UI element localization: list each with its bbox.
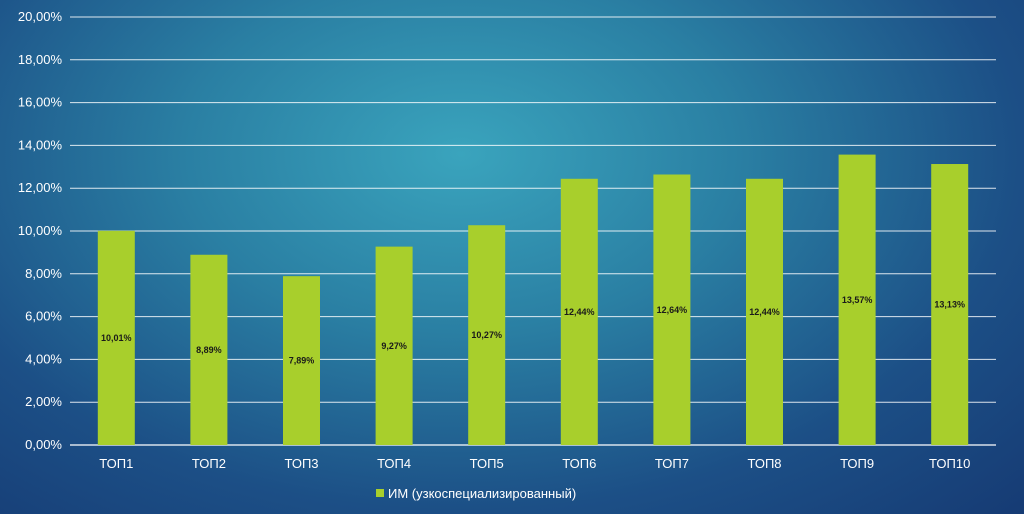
data-label: 13,57% [842,295,873,305]
data-label: 12,64% [657,305,688,315]
bar [746,178,783,445]
bar [190,254,228,445]
legend-swatch [376,489,384,497]
legend: ИМ (узкоспециализированный) [376,486,576,501]
data-label: 10,01% [101,333,132,343]
bars: 10,01% 8,89% 7,89% 9,27% 10,27% 12,44% 12,64% 1… [97,154,969,446]
x-category-label: ТОП1 [99,456,133,471]
x-category-label: ТОП9 [840,456,874,471]
bar [931,164,969,445]
y-tick-label: 10,00% [18,223,63,238]
y-tick-label: 8,00% [25,266,62,281]
bar [97,230,135,445]
x-category-label: ТОП5 [470,456,504,471]
data-label: 12,44% [749,307,780,317]
data-label: 12,44% [564,307,595,317]
y-tick-label: 18,00% [18,52,63,67]
x-category-label: ТОП6 [562,456,596,471]
x-category-label: ТОП10 [929,456,970,471]
y-tick-label: 16,00% [18,95,63,110]
data-label: 13,13% [934,300,965,310]
y-tick-label: 14,00% [18,137,63,152]
bar [653,174,691,445]
data-label: 8,89% [196,345,222,355]
bar [283,276,320,445]
data-label: 7,89% [289,356,315,366]
y-tick-label: 4,00% [25,351,62,366]
x-category-label: ТОП4 [377,456,411,471]
x-category-label: ТОП2 [192,456,226,471]
y-tick-label: 20,00% [18,9,63,24]
x-axis-categories: ТОП1 ТОП2 ТОП3 ТОП4 ТОП5 ТОП6 ТОП7 ТОП8 ТОП9 ТОП1… [99,456,970,471]
x-category-label: ТОП7 [655,456,689,471]
data-label: 9,27% [381,341,407,351]
bar [560,178,598,445]
legend-label: ИМ (узкоспециализированный) [388,486,576,501]
y-axis-ticks: 0,00% 2,00% 4,00% 6,00% 8,00% 10,00% 12,00% 14,… [18,9,63,452]
data-label: 10,27% [471,330,502,340]
bar [375,246,413,445]
y-tick-label: 0,00% [25,437,62,452]
y-tick-label: 2,00% [25,394,62,409]
y-tick-label: 12,00% [18,180,63,195]
x-category-label: ТОП8 [747,456,781,471]
bar [468,225,506,445]
x-category-label: ТОП3 [284,456,318,471]
y-tick-label: 6,00% [25,309,62,324]
bar [838,154,876,446]
